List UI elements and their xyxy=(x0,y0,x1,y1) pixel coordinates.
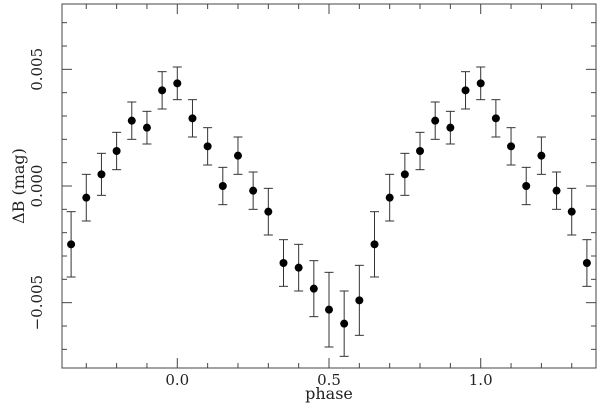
data-point xyxy=(82,193,91,202)
axis-ticks xyxy=(62,4,596,368)
x-tick-label: 0.5 xyxy=(317,371,341,389)
data-point xyxy=(552,186,561,195)
data-point xyxy=(416,147,425,155)
data-point xyxy=(264,207,273,216)
y-axis-title: ΔB (mag) xyxy=(9,148,28,224)
data-point xyxy=(158,86,167,95)
data-point xyxy=(325,305,333,314)
axis-tick-labels: 0.0 0.5 1.0 −0.005 0.000 0.005 xyxy=(28,48,493,389)
data-point xyxy=(233,151,242,160)
data-point xyxy=(567,207,576,216)
data-point xyxy=(446,123,455,132)
data-point xyxy=(537,151,546,160)
data-point xyxy=(67,240,76,249)
data-point xyxy=(340,319,349,328)
data-point xyxy=(507,142,516,151)
data-point xyxy=(97,170,106,179)
data-point xyxy=(279,259,288,267)
y-tick-label: −0.005 xyxy=(28,275,46,331)
y-tick-label: 0.000 xyxy=(28,165,46,208)
data-point xyxy=(203,142,212,151)
data-point xyxy=(476,79,485,88)
data-point xyxy=(142,123,151,132)
y-tick-label: 0.005 xyxy=(28,48,46,91)
data-point xyxy=(188,114,197,123)
data-point xyxy=(173,79,182,88)
data-point xyxy=(582,259,591,267)
data-point xyxy=(522,182,531,190)
data-point xyxy=(461,86,470,95)
x-tick-label: 0.0 xyxy=(165,371,189,389)
data-point xyxy=(385,193,394,202)
data-point xyxy=(218,182,227,190)
data-point xyxy=(249,186,258,195)
data-point xyxy=(355,296,364,305)
x-axis-title: phase xyxy=(305,384,353,403)
data-points xyxy=(67,79,591,328)
data-point xyxy=(127,116,136,125)
data-point xyxy=(431,116,440,125)
data-point xyxy=(400,170,409,179)
data-point xyxy=(309,284,318,293)
data-point xyxy=(294,263,303,272)
x-tick-label: 1.0 xyxy=(469,371,493,389)
data-point xyxy=(491,114,500,123)
data-point xyxy=(370,240,379,249)
data-point xyxy=(112,147,121,155)
